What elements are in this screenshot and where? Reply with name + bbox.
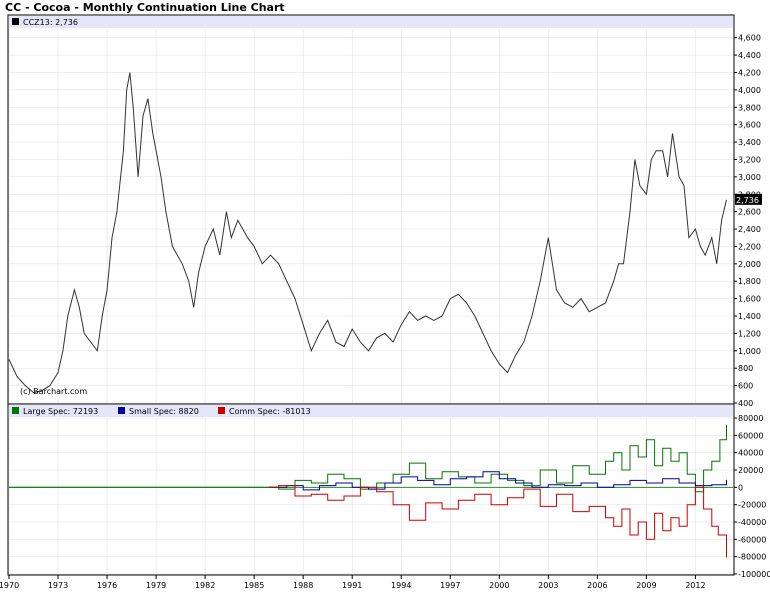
x-tick-label: 2000 [489,581,509,590]
price-panel-header [9,16,733,28]
cot-y-axis: -100000 -80000 -60000 -40000 -20000 0 20000 400… [734,414,770,579]
price-y-tick-label: 1,200 [738,329,761,338]
cot-y-tick-label: 0 [738,483,743,492]
price-y-tick-label: 3,800 [738,103,761,112]
small-spec-line [268,471,727,491]
x-tick-label: 2012 [685,581,705,590]
cot-y-tick-label: 80000 [738,414,763,423]
cot-y-tick-label: -80000 [738,553,766,562]
cot-y-tick-label: 40000 [738,449,763,458]
price-y-tick-label: 4,000 [738,86,761,95]
price-y-tick-label: 1,600 [738,295,761,304]
price-y-axis: 400 600 800 1,000 1,200 1,400 1,600 1,800 2,000 2… [734,34,761,408]
comm-spec-swatch [218,407,225,414]
price-y-tick-label: 2,000 [738,260,761,269]
last-value-box [735,193,762,205]
price-y-tick-label: 3,400 [738,138,761,147]
small-spec-legend: Small Spec: 8820 [129,407,199,416]
cot-y-tick-label: -20000 [738,501,766,510]
x-tick-label: 2006 [587,581,607,590]
large-spec-swatch [12,407,19,414]
x-tick-label: 1988 [293,581,313,590]
last-value-label: 2,736 [736,196,759,205]
cot-y-tick-label: -60000 [738,535,766,544]
x-tick-label: 1976 [97,581,117,590]
price-legend: CCZ13: 2,736 [23,18,78,27]
cot-y-tick-label: -40000 [738,518,766,527]
x-tick-label: 1973 [48,581,68,590]
price-y-tick-label: 1,400 [738,312,761,321]
price-y-tick-label: 1,800 [738,277,761,286]
price-grid [8,29,733,404]
price-y-tick-label: 400 [738,399,753,408]
last-value-marker: 2,736 [735,193,762,205]
cot-y-tick-label: 60000 [738,431,763,440]
x-tick-label: 2009 [636,581,656,590]
chart-title: CC - Cocoa - Monthly Continuation Line C… [5,1,285,14]
x-tick-label: 2003 [538,581,558,590]
price-panel: CCZ13: 2,736 (c) Barchart.com 400 600 800 1… [7,14,762,408]
x-tick-label: 1985 [244,581,264,590]
chart-credit: (c) Barchart.com [20,387,87,396]
price-y-tick-label: 1,000 [738,347,761,356]
price-y-tick-label: 600 [738,382,753,391]
cot-series [9,424,727,558]
price-y-tick-label: 2,600 [738,208,761,217]
cot-y-tick-label: -100000 [738,570,770,579]
price-y-tick-label: 800 [738,364,753,373]
large-spec-line [9,424,727,493]
x-tick-label: 1979 [146,581,166,590]
x-tick-label: 1994 [391,581,411,590]
price-legend-swatch [12,18,19,25]
price-y-tick-label: 2,200 [738,242,761,251]
x-tick-label: 1997 [440,581,460,590]
price-y-tick-label: 4,600 [738,34,761,43]
price-series-line [8,72,727,394]
large-spec-legend: Large Spec: 72193 [23,407,98,416]
cot-panel-header [9,405,733,417]
comm-spec-legend: Comm Spec: -81013 [229,407,311,416]
cot-panel: Large Spec: 72193 Small Spec: 8820 Comm … [7,403,770,579]
comm-spec-line [268,485,727,558]
x-axis: 1970 1973 1976 1979 1982 1985 1988 1991 1994 1997… [0,575,706,590]
price-y-tick-label: 2,400 [738,225,761,234]
x-tick-label: 1982 [195,581,215,590]
price-y-tick-label: 4,200 [738,68,761,77]
small-spec-swatch [118,407,125,414]
x-tick-label: 1991 [342,581,362,590]
price-y-tick-label: 3,200 [738,155,761,164]
price-y-tick-label: 3,000 [738,173,761,182]
price-y-tick-label: 3,600 [738,121,761,130]
price-y-tick-label: 4,400 [738,51,761,60]
x-tick-label: 1970 [0,581,19,590]
cot-y-tick-label: 20000 [738,466,763,475]
